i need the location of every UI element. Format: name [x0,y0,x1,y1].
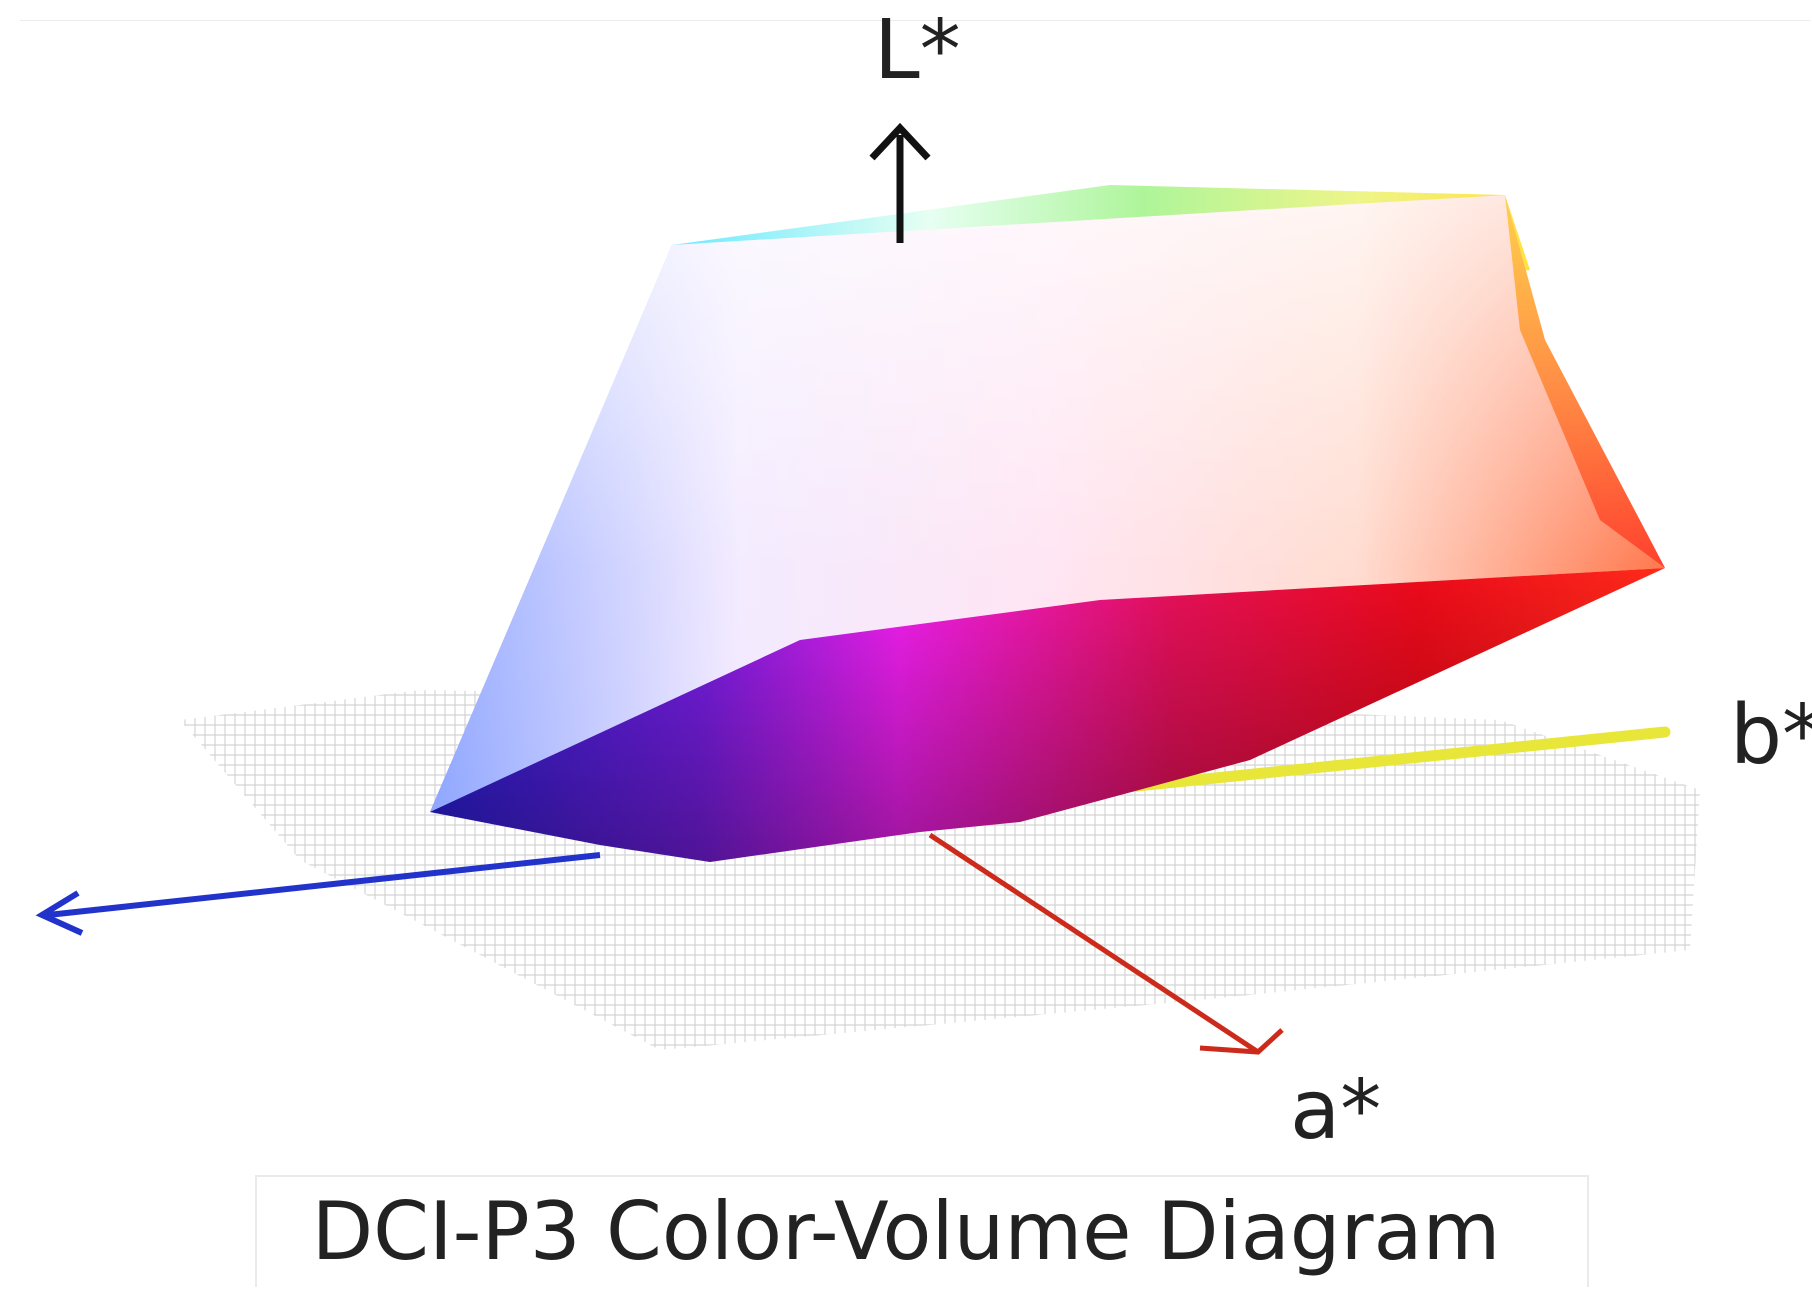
l-axis-label: L* [874,3,961,98]
gamut-front-highlight [430,195,1665,812]
a-axis-line [928,832,1260,1055]
a-axis-label: a* [1290,1063,1382,1158]
gamut-bottom-shade [430,568,1665,862]
a-axis-arrowhead [1199,1028,1284,1055]
l-axis-arrowhead [869,122,931,161]
diagram-caption: DCI-P3 Color-Volume Diagram [311,1185,1501,1278]
gamut-solid [430,185,1665,862]
b-axis-label: b* [1730,688,1812,783]
caption-frame [255,1175,1589,1287]
blue-axis-line [47,852,601,918]
top-border-line [20,20,1810,21]
blue-axis-arrowhead [35,890,84,936]
